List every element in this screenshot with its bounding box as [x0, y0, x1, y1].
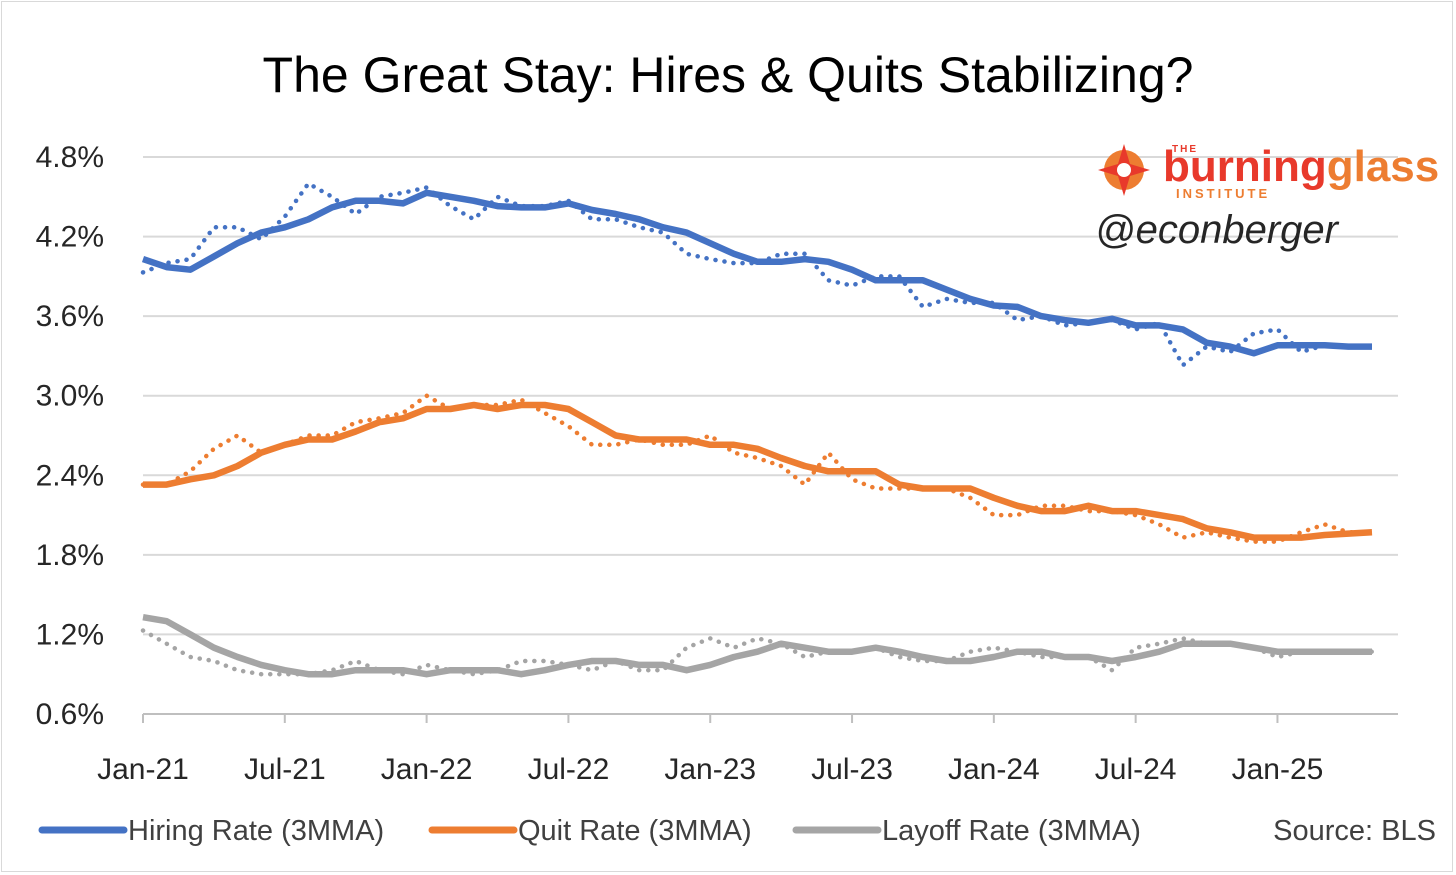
brand-word-1: burning [1163, 142, 1327, 191]
author-handle: @econberger [1095, 208, 1340, 252]
layoff-rate-monthly-dotted-line [140, 628, 1375, 677]
x-tick-label: Jan-25 [1232, 753, 1324, 786]
x-tick-label: Jul-22 [528, 753, 610, 786]
x-tick-label: Jan-23 [664, 753, 756, 786]
x-tick-label: Jan-21 [97, 753, 189, 786]
brand-logo-core [1117, 163, 1131, 177]
layoff-rate-3mma-line [142, 613, 1372, 678]
x-tick-label: Jul-21 [244, 753, 326, 786]
y-tick-label: 4.2% [36, 221, 104, 254]
legend-label-hiring: Hiring Rate (3MMA) [128, 815, 384, 847]
brand-logo [1098, 144, 1150, 196]
x-tick-label: Jul-23 [811, 753, 893, 786]
y-tick-label: 1.2% [36, 618, 104, 651]
x-axis: Jan-21 Jul-21 Jan-22 Jul-22 Jan-23 Jul-23 Jan-… [97, 713, 1398, 786]
gridlines [143, 156, 1398, 636]
quit-rate-monthly-dotted-line [140, 393, 1375, 544]
x-tick-label: Jan-22 [381, 753, 473, 786]
legend-label-layoff: Layoff Rate (3MMA) [882, 815, 1141, 847]
chart-title: The Great Stay: Hires & Quits Stabilizin… [263, 47, 1194, 103]
brand-word-2: glass [1327, 142, 1440, 191]
x-tick-label: Jan-24 [948, 753, 1040, 786]
x-tick-label: Jul-24 [1095, 753, 1177, 786]
series-lines [140, 181, 1375, 678]
y-tick-label: 3.0% [36, 380, 104, 413]
brand-name: burningglass [1163, 142, 1439, 191]
y-tick-label: 0.6% [36, 698, 104, 731]
y-tick-label: 4.8% [36, 141, 104, 174]
y-tick-label: 3.6% [36, 300, 104, 333]
legend: Hiring Rate (3MMA) Quit Rate (3MMA) Layo… [38, 815, 1141, 847]
hiring-rate-3mma-line [141, 189, 1372, 357]
legend-label-quit: Quit Rate (3MMA) [518, 815, 752, 847]
source-note: Source: BLS [1273, 815, 1436, 847]
quit-rate-3mma-line [143, 401, 1373, 541]
brand-prefix: THE [1172, 144, 1198, 155]
y-axis-ticks: 4.8% 4.2% 3.6% 3.0% 2.4% 1.8% 1.2% 0.6% [36, 141, 104, 731]
y-tick-label: 1.8% [36, 539, 104, 572]
y-tick-label: 2.4% [36, 459, 104, 492]
brand-sub: INSTITUTE [1176, 186, 1270, 201]
